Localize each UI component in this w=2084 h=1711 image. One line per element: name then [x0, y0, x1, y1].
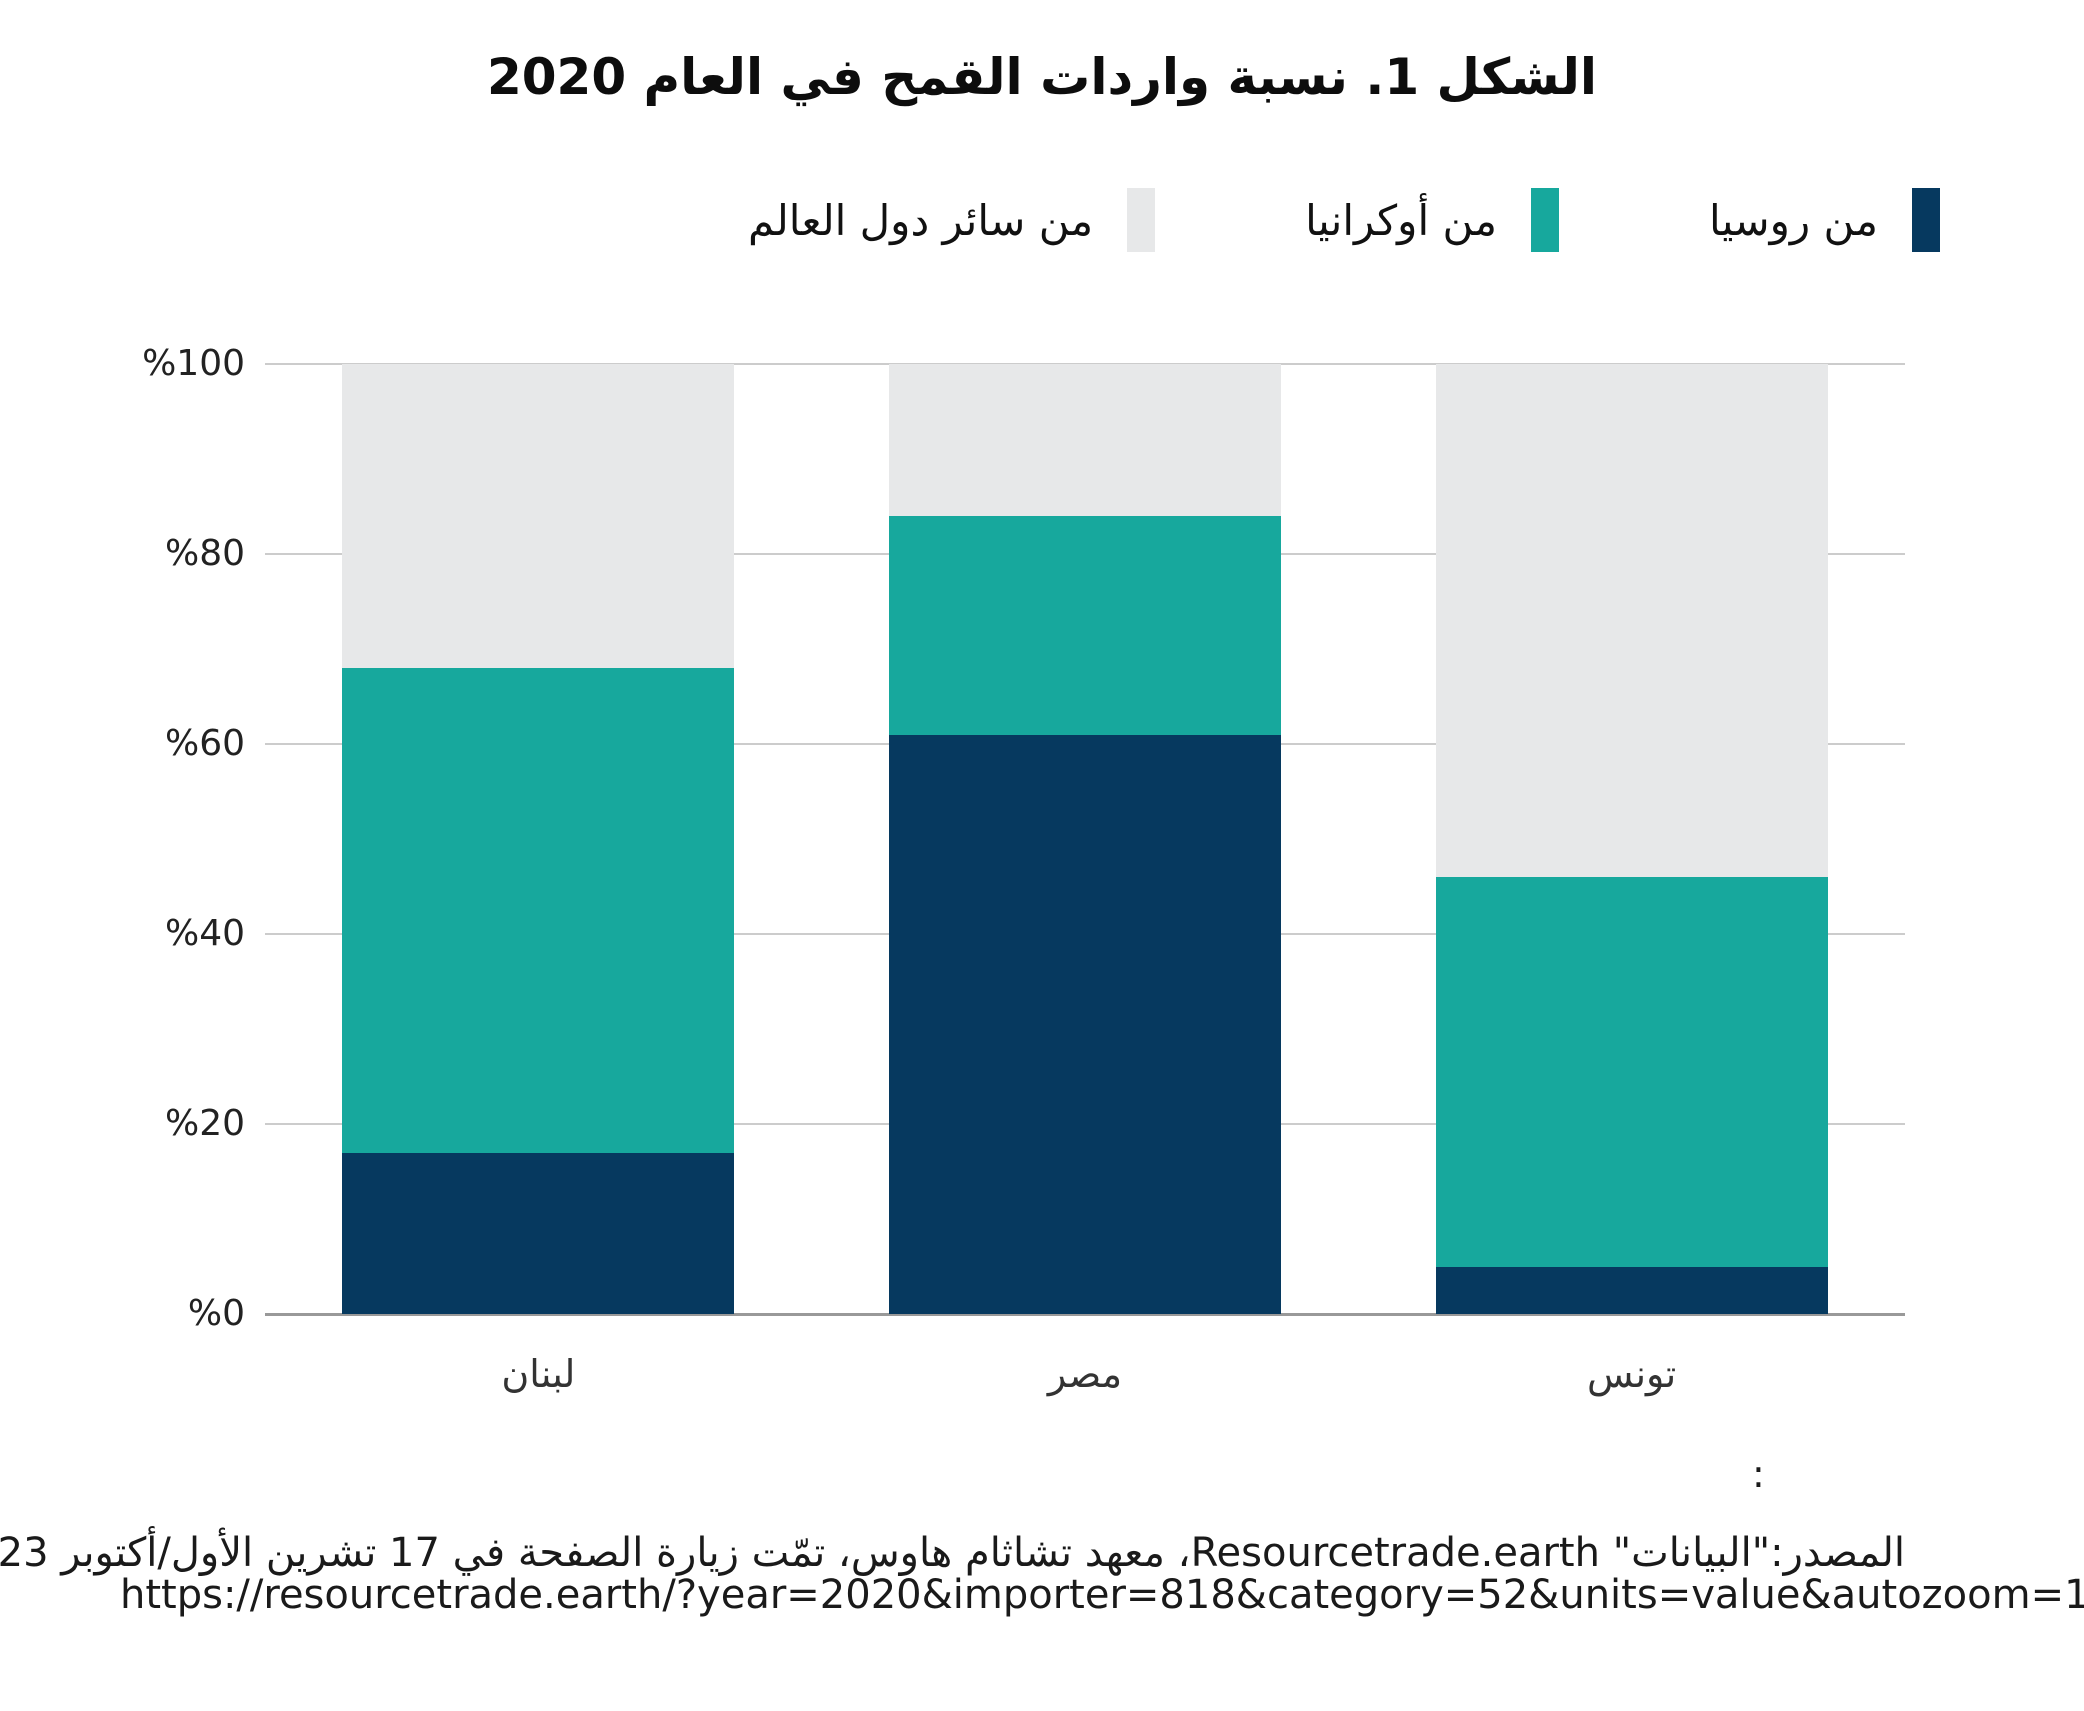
ytick-label-100: %100	[142, 343, 245, 384]
source-prefix: المصدر:"البيانات"	[1612, 1530, 1905, 1576]
legend-item-russia: من روسيا	[1709, 188, 1940, 252]
legend-item-ukraine: من أوكرانيا	[1305, 188, 1559, 252]
ytick-label-0: %0	[187, 1293, 245, 1334]
legend-label-world: من سائر دول العالم	[748, 195, 1094, 245]
ytick-label-40: %40	[164, 913, 245, 954]
source-separator	[1600, 1530, 1613, 1576]
bar-segment-russia-2	[1435, 1266, 1828, 1314]
source-suffix: ، معهد تشاثام هاوس، تمّت زيارة الصفحة في…	[0, 1530, 1191, 1576]
legend-swatch-ukraine	[1530, 188, 1559, 252]
bar-segment-russia-0	[342, 1152, 735, 1314]
bar-segment-ukraine-1	[889, 516, 1281, 735]
bar-segment-world-1	[889, 364, 1281, 516]
source-latin: Resourcetrade.earth	[1190, 1530, 1600, 1576]
legend: من روسيا من أوكرانيا من سائر دول العالم	[748, 188, 1940, 252]
category-label-2: تونس	[1587, 1352, 1677, 1396]
bar-segment-ukraine-2	[1435, 877, 1828, 1267]
legend-label-russia: من روسيا	[1708, 195, 1878, 245]
legend-label-ukraine: من أوكرانيا	[1305, 195, 1497, 245]
ytick-label-20: %20	[164, 1103, 245, 1144]
ytick-label-80: %80	[164, 533, 245, 574]
source-line: المصدر:"البيانات" Resourcetrade.earth، م…	[0, 1530, 1905, 1576]
category-label-0: لبنان	[501, 1352, 576, 1396]
bar-segment-ukraine-0	[342, 668, 735, 1153]
legend-swatch-world	[1127, 188, 1156, 252]
category-label-1: مصر	[1047, 1352, 1123, 1396]
bar-segment-russia-1	[889, 734, 1281, 1314]
bar-segment-world-2	[1435, 364, 1828, 877]
legend-item-world: من سائر دول العالم	[748, 188, 1156, 252]
ytick-label-60: %60	[164, 723, 245, 764]
bar-segment-world-0	[342, 364, 735, 668]
legend-swatch-russia	[1912, 188, 1940, 252]
gridline-0	[265, 1313, 1905, 1316]
caption-colon: :	[1752, 1452, 1765, 1496]
chart-title: الشكل 1. نسبة واردات القمح في العام 2020	[486, 48, 1598, 106]
source-url: https://resourcetrade.earth/?year=2020&i…	[120, 1572, 2084, 1618]
